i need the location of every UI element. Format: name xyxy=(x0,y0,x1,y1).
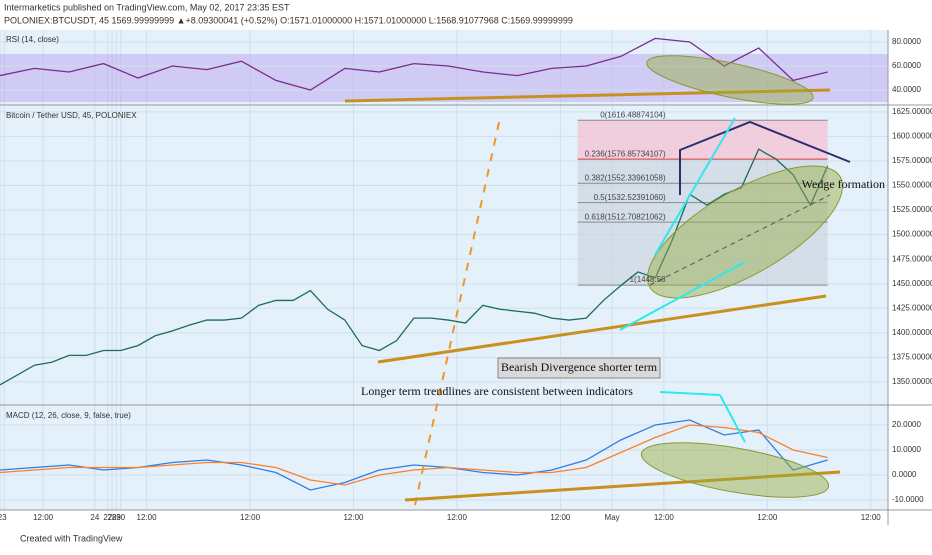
x-tick-label: 24 xyxy=(90,513,99,522)
x-tick-label: 12:00 xyxy=(33,513,54,522)
x-tick-label: 12:00 xyxy=(343,513,364,522)
annotation: Bearish Divergence shorter term xyxy=(501,360,658,374)
drawings xyxy=(344,55,851,506)
y-tick-label: -10.0000 xyxy=(892,495,924,504)
x-tick-label: 29 xyxy=(112,513,121,522)
series-line xyxy=(0,424,828,486)
y-tick-label: 1350.00000000 xyxy=(892,377,932,386)
y-tick-label: 1550.00000000 xyxy=(892,181,932,190)
panel-title: MACD (12, 26, close, 9, false, true) xyxy=(6,411,131,420)
x-tick-label: 27 xyxy=(103,513,112,522)
annotation: Wedge formation xyxy=(802,177,885,191)
x-tick-label: 12:00 xyxy=(757,513,778,522)
x-tick-label: 12:00 xyxy=(654,513,675,522)
y-tick-label: 1500.00000000 xyxy=(892,230,932,239)
fib-label: 0.236(1576.85734107) xyxy=(585,149,666,158)
x-tick-label: May xyxy=(605,513,620,522)
header-line: Intermarketics published on TradingView.… xyxy=(4,2,290,12)
y-tick-label: 60.0000 xyxy=(892,61,921,70)
x-tick-label: 28 xyxy=(108,513,117,522)
x-tick-label: 12:00 xyxy=(240,513,261,522)
y-tick-label: 1450.00000000 xyxy=(892,279,932,288)
panel-title: RSI (14, close) xyxy=(6,35,59,44)
y-tick-label: 1525.00000000 xyxy=(892,205,932,214)
header-line: POLONIEX:BTCUSDT, 45 1569.99999999 ▲+8.0… xyxy=(4,15,573,25)
y-tick-label: 20.0000 xyxy=(892,420,921,429)
rsi-band xyxy=(0,54,888,102)
fib-label: 0.382(1552.33961058) xyxy=(585,173,666,182)
series-line xyxy=(0,37,828,91)
x-tick-label: 12:00 xyxy=(861,513,882,522)
x-tick-label: 12:00 xyxy=(137,513,158,522)
y-tick-label: 80.0000 xyxy=(892,37,921,46)
y-tick-label: 1575.00000000 xyxy=(892,156,932,165)
y-tick-label: 1375.00000000 xyxy=(892,352,932,361)
y-tick-label: 1475.00000000 xyxy=(892,254,932,263)
y-tick-label: 10.0000 xyxy=(892,445,921,454)
y-tick-label: 1425.00000000 xyxy=(892,303,932,312)
annotation: Longer term trendlines are consistent be… xyxy=(361,384,633,398)
x-tick-label: 12:00 xyxy=(447,513,468,522)
fib-label: 0(1616.48874104) xyxy=(600,110,666,119)
x-tick-label: 30 xyxy=(116,513,125,522)
x-tick-label: 12:00 xyxy=(550,513,571,522)
y-tick-label: 1625.00000000 xyxy=(892,107,932,116)
panel-title: Bitcoin / Tether USD, 45, POLONIEX xyxy=(6,111,137,120)
y-tick-label: 0.0000 xyxy=(892,470,917,479)
y-tick-label: 1600.00000000 xyxy=(892,132,932,141)
fib-zone xyxy=(577,120,828,160)
y-tick-label: 40.0000 xyxy=(892,85,921,94)
y-tick-label: 1400.00000000 xyxy=(892,328,932,337)
fib-label: 0.618(1512.70821062) xyxy=(585,212,666,221)
footer: Created with TradingView xyxy=(20,533,123,543)
x-tick-label: 3 xyxy=(2,513,7,522)
x-tick-label: 2 xyxy=(0,513,3,522)
fib-label: 0.5(1532.52391060) xyxy=(594,193,666,202)
fib-label: 1(1448.58 xyxy=(630,275,667,284)
